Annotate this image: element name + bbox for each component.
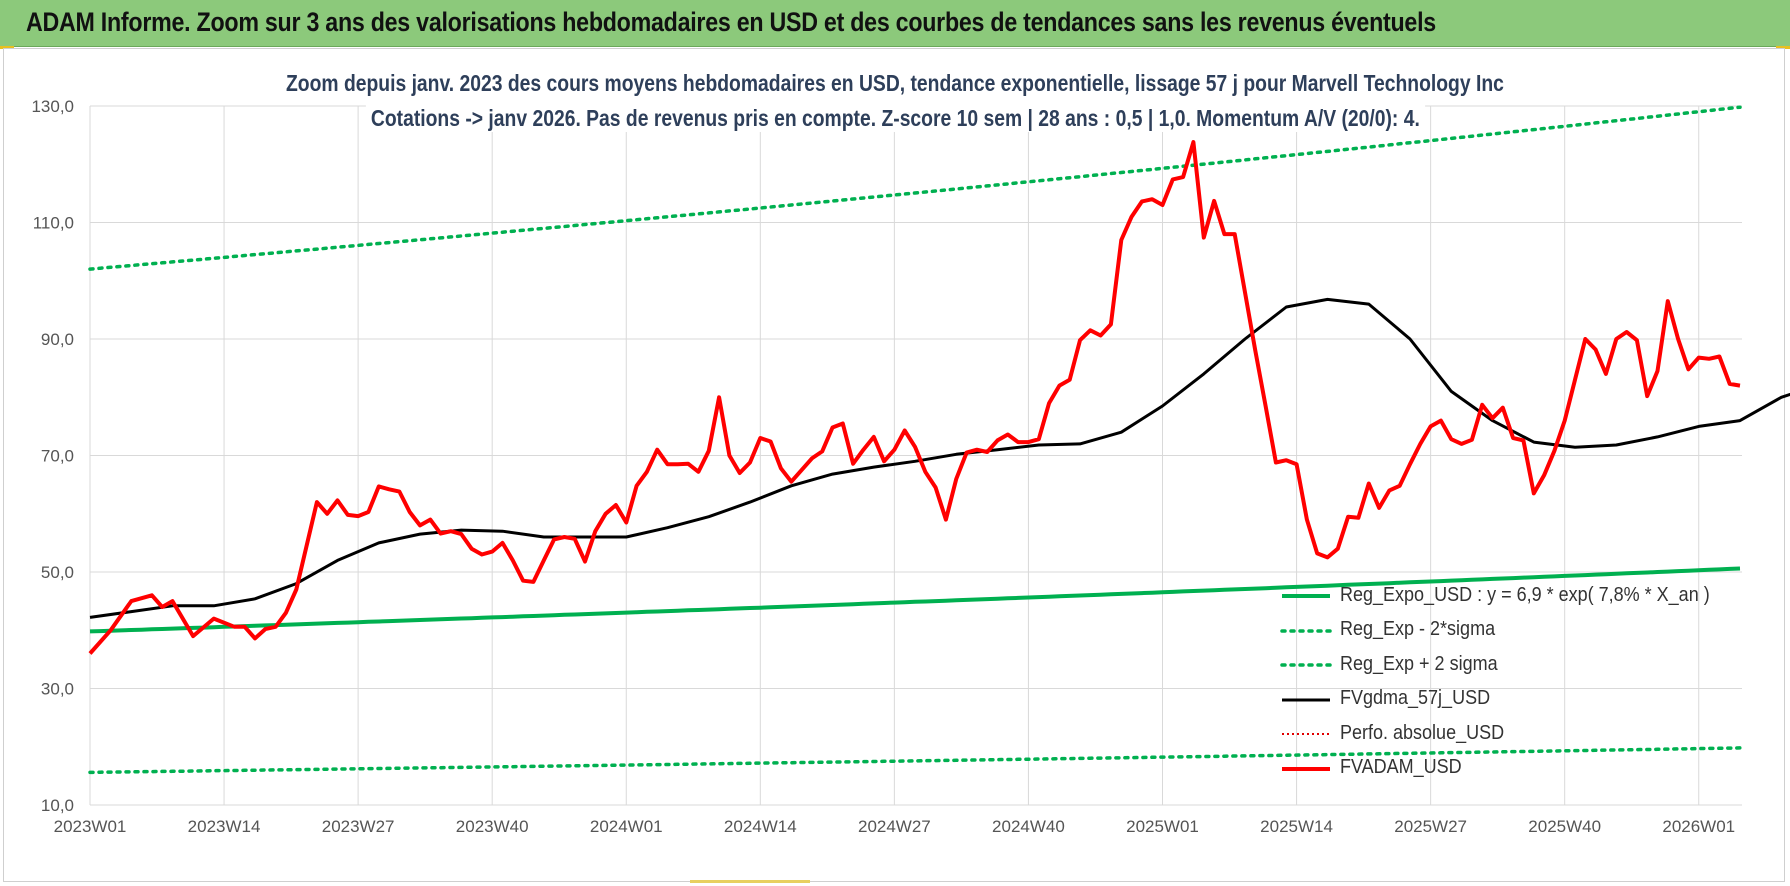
- corner-accent-right: [1776, 46, 1790, 49]
- legend-swatch: [1282, 594, 1330, 599]
- legend-swatch: [1282, 733, 1330, 736]
- series-line-3: [89, 297, 1790, 619]
- legend-label: Reg_Exp + 2 sigma: [1340, 652, 1498, 675]
- x-tick-label: 2023W14: [188, 817, 261, 836]
- x-tick-label: 2025W01: [1126, 817, 1199, 836]
- legend-item: Reg_Exp - 2*sigma: [1280, 613, 1751, 648]
- x-tick-label: 2023W01: [54, 817, 127, 836]
- report-title: ADAM Informe. Zoom sur 3 ans des valoris…: [26, 7, 1436, 37]
- legend-label: Reg_Exp - 2*sigma: [1340, 618, 1496, 641]
- legend-swatch: [1282, 698, 1330, 702]
- x-tick-label: 2023W40: [456, 817, 529, 836]
- chart-frame: [3, 48, 1785, 882]
- x-tick-label: 2026W01: [1662, 817, 1735, 836]
- x-tick-label: 2024W01: [590, 817, 663, 836]
- y-tick-label: 90,0: [41, 330, 74, 349]
- legend-item: Reg_Exp + 2 sigma: [1280, 647, 1751, 682]
- x-tick-label: 2025W27: [1394, 817, 1467, 836]
- legend-label: FVADAM_USD: [1340, 756, 1462, 779]
- x-tick-label: 2023W27: [322, 817, 395, 836]
- x-tick-label: 2025W14: [1260, 817, 1333, 836]
- x-tick-label: 2024W40: [992, 817, 1065, 836]
- x-tick-label: 2024W27: [858, 817, 931, 836]
- chart-subtitle: Cotations -> janv 2026. Pas de revenus p…: [0, 105, 1790, 132]
- corner-accent-left: [0, 46, 14, 49]
- x-tick-label: 2025W40: [1528, 817, 1601, 836]
- y-tick-label: 110,0: [33, 214, 74, 233]
- legend-item: FVgdma_57j_USD: [1280, 682, 1751, 717]
- bottom-accent: [690, 880, 810, 883]
- series-line-5: [88, 140, 1741, 655]
- series-line-0: [89, 566, 1741, 634]
- y-tick-label: 10,0: [41, 796, 74, 815]
- legend-item: FVADAM_USD: [1280, 751, 1751, 786]
- chart-title: Zoom depuis janv. 2023 des cours moyens …: [0, 70, 1790, 97]
- chart-legend: Reg_Expo_USD : y = 6,9 * exp( 7,8% * X_a…: [1280, 578, 1751, 785]
- x-tick-label: 2024W14: [724, 817, 797, 836]
- header-bar: ADAM Informe. Zoom sur 3 ans des valoris…: [0, 0, 1790, 47]
- legend-label: Reg_Expo_USD : y = 6,9 * exp( 7,8% * X_a…: [1340, 583, 1710, 606]
- legend-label: FVgdma_57j_USD: [1340, 687, 1491, 710]
- y-tick-label: 70,0: [41, 447, 74, 466]
- y-tick-label: 130,0: [31, 97, 74, 116]
- legend-item: Perfo. absolue_USD: [1280, 716, 1751, 751]
- y-tick-label: 50,0: [41, 563, 74, 582]
- series-line-2: [88, 105, 1742, 271]
- legend-swatch: [1280, 663, 1332, 667]
- legend-swatch: [1280, 629, 1332, 633]
- legend-swatch: [1282, 766, 1330, 771]
- legend-item: Reg_Expo_USD : y = 6,9 * exp( 7,8% * X_a…: [1280, 578, 1751, 613]
- legend-label: Perfo. absolue_USD: [1340, 721, 1505, 744]
- y-tick-label: 30,0: [41, 680, 74, 699]
